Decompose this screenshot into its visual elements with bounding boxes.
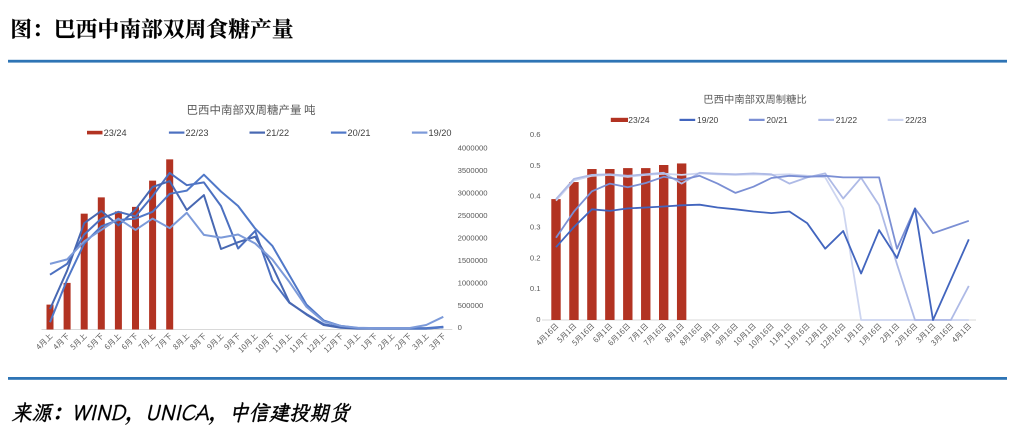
svg-text:0.5: 0.5 (530, 161, 541, 170)
svg-text:2500000: 2500000 (458, 211, 488, 220)
svg-text:0.1: 0.1 (530, 284, 541, 293)
svg-text:0.3: 0.3 (530, 223, 541, 232)
svg-text:3000000: 3000000 (458, 189, 488, 198)
svg-text:4000000: 4000000 (458, 144, 488, 153)
svg-text:20/21: 20/21 (766, 115, 788, 125)
svg-text:19/20: 19/20 (697, 115, 719, 125)
svg-text:0.4: 0.4 (530, 192, 541, 201)
svg-text:23/24: 23/24 (104, 128, 127, 138)
svg-text:21/22: 21/22 (266, 128, 289, 138)
svg-text:22/23: 22/23 (186, 128, 209, 138)
svg-text:22/23: 22/23 (905, 115, 927, 125)
svg-text:2000000: 2000000 (458, 233, 488, 242)
svg-text:3500000: 3500000 (458, 166, 488, 175)
svg-text:21/22: 21/22 (836, 115, 858, 125)
svg-text:0.2: 0.2 (530, 253, 541, 262)
svg-text:19/20: 19/20 (429, 128, 452, 138)
svg-text:0: 0 (458, 323, 462, 332)
svg-text:23/24: 23/24 (628, 115, 650, 125)
svg-text:500000: 500000 (458, 301, 484, 310)
svg-text:20/21: 20/21 (348, 128, 371, 138)
svg-text:1000000: 1000000 (458, 278, 488, 287)
svg-text:0.6: 0.6 (530, 130, 541, 139)
svg-text:1500000: 1500000 (458, 256, 488, 265)
svg-text:0: 0 (536, 315, 540, 324)
